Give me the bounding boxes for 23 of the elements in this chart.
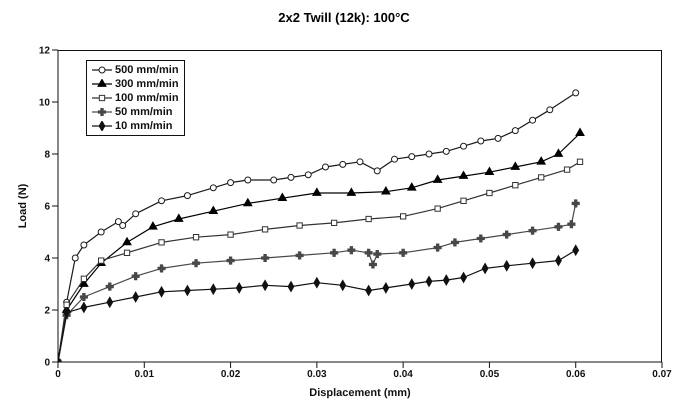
legend-label: 300 mm/min [115, 77, 179, 91]
y-tick-label: 6 [44, 202, 50, 213]
y-tick-label: 10 [38, 98, 50, 109]
chart-title: 2x2 Twill (12k): 100°C [277, 9, 411, 27]
y-tick-label: 12 [38, 46, 50, 57]
y-axis-title: Load (N) [16, 183, 29, 228]
y-tick-label: 2 [44, 306, 50, 317]
legend-label: 50 mm/min [115, 105, 172, 119]
x-tick-label: 0.05 [480, 369, 500, 380]
x-tick-label: 0.03 [307, 369, 328, 380]
legend-label: 10 mm/min [115, 119, 172, 133]
x-tick-label: 0.02 [220, 369, 241, 380]
x-tick-label: 0 [55, 369, 62, 380]
y-tick-label: 4 [44, 254, 50, 265]
x-tick-label: 0.06 [566, 369, 586, 380]
y-tick-label: 8 [44, 150, 50, 161]
x-tick-label: 0.04 [393, 369, 414, 380]
y-tick-label: 0 [44, 358, 50, 369]
legend-label: 500 mm/min [115, 63, 179, 77]
x-axis-title: Displacement (mm) [309, 387, 412, 399]
legend-label: 100 mm/min [115, 91, 179, 105]
x-tick-label: 0.01 [134, 369, 154, 380]
x-tick-label: 0.07 [652, 369, 672, 380]
